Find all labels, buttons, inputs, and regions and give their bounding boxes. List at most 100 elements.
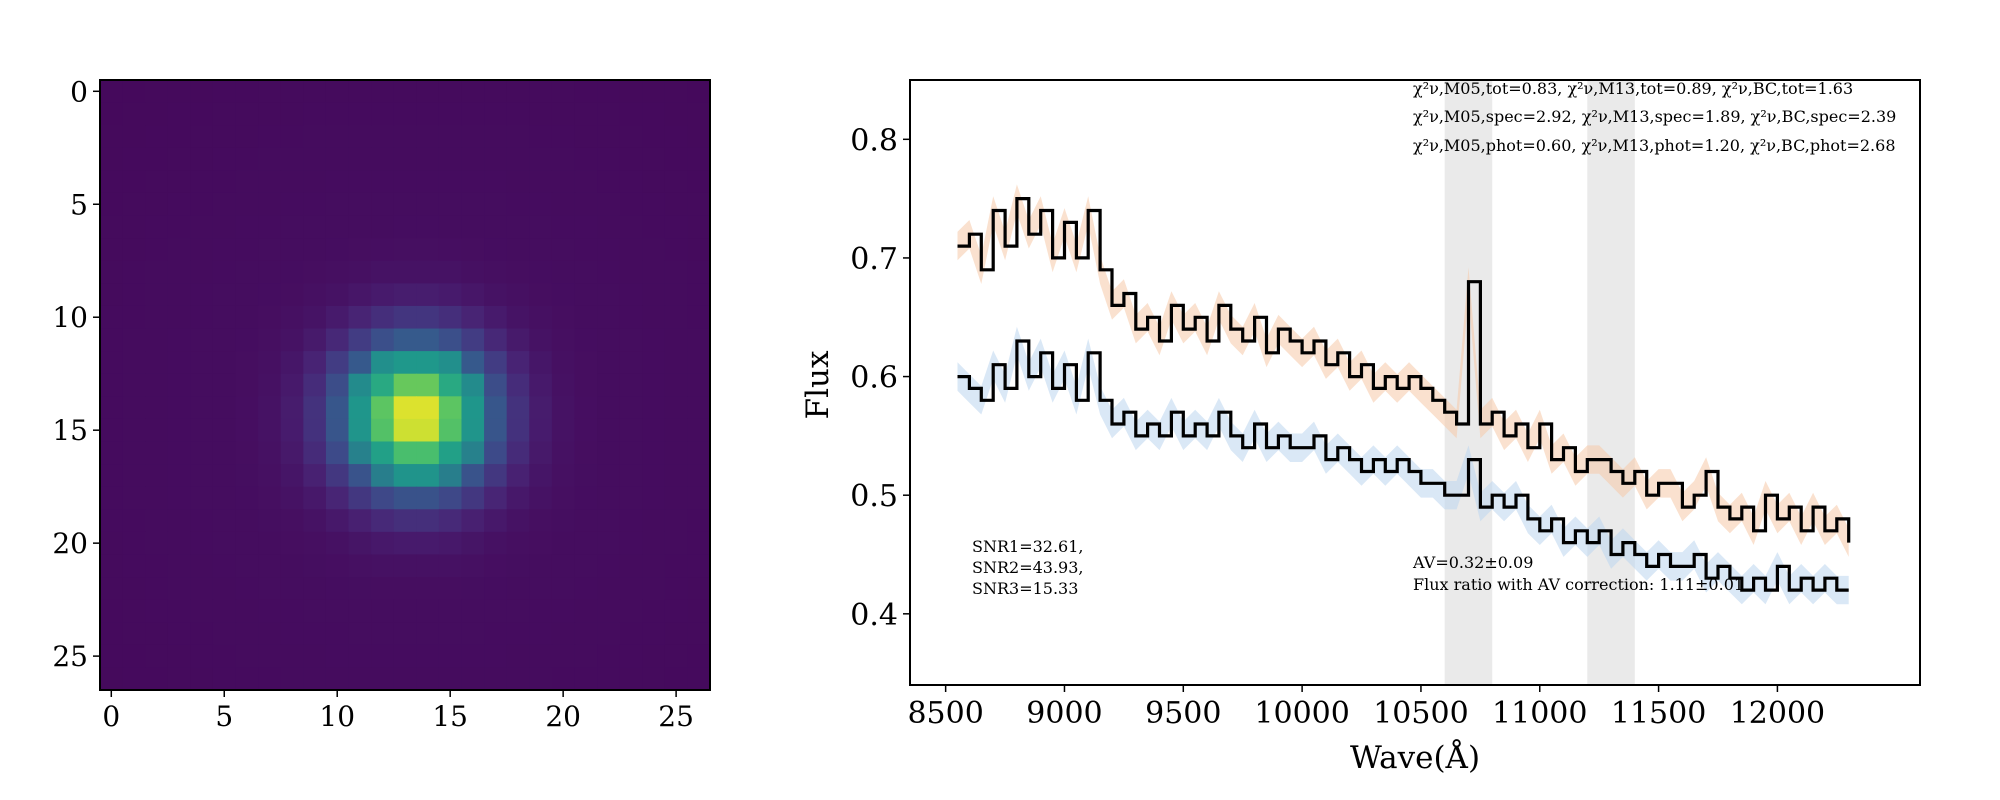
image-pixel (235, 260, 259, 284)
image-pixel (574, 215, 598, 239)
image-pixel (280, 577, 304, 601)
image-pixel (303, 509, 327, 533)
image-pixel (348, 170, 372, 194)
image-pixel (461, 215, 485, 239)
image-pixel (190, 351, 214, 375)
image-pixel (145, 125, 169, 149)
image-pixel (393, 464, 417, 488)
image-pixel (303, 577, 327, 601)
image-pixel (258, 238, 282, 262)
image-pixel (190, 486, 214, 510)
image-pixel (122, 215, 146, 239)
image-pixel (122, 305, 146, 330)
image-pixel (687, 283, 711, 307)
image-pixel (325, 486, 350, 510)
image-pixel (506, 396, 530, 420)
image-pixel (506, 486, 530, 510)
image-pixel (642, 441, 666, 465)
image-pixel (348, 622, 372, 646)
image-pixel (325, 554, 350, 578)
image-pixel (190, 147, 214, 171)
image-pixel (619, 215, 643, 239)
image-pixel (664, 192, 688, 217)
spectrum-frame (909, 79, 1921, 686)
image-pixel (574, 418, 598, 443)
image-pixel (438, 622, 463, 646)
image-pixel (371, 644, 395, 668)
image-pixel (597, 531, 621, 556)
image-pixel (529, 147, 553, 171)
image-pixel (258, 147, 282, 171)
image-pixel (416, 531, 440, 556)
image-pixel (416, 260, 440, 284)
spectrum-y-tick-label: 0.7 (850, 242, 898, 277)
image-pixel (597, 622, 621, 646)
image-pixel (551, 147, 576, 171)
image-pixel (212, 509, 237, 533)
image-pixel (529, 464, 553, 488)
image-pixel (348, 283, 372, 307)
image-pixel (280, 599, 304, 623)
image-pixel (687, 305, 711, 330)
image-pixel (574, 192, 598, 217)
image-pixel (190, 305, 214, 330)
image-pixel (506, 418, 530, 443)
image-pixel (280, 80, 304, 104)
image-pixel (122, 509, 146, 533)
image-pixel (664, 531, 688, 556)
spectrum-line (957, 339, 1849, 592)
image-pixel (122, 80, 146, 104)
image-pixel (348, 509, 372, 533)
image-pixel (280, 170, 304, 194)
image-pixel (167, 554, 191, 578)
image-pixel (348, 373, 372, 397)
image-pixel (280, 396, 304, 420)
image-pixel (687, 260, 711, 284)
image-pixel (461, 509, 485, 533)
image-pixel (506, 305, 530, 330)
image-pixel (303, 260, 327, 284)
image-pixel (212, 396, 237, 420)
image-pixel (371, 486, 395, 510)
image-pixel (235, 283, 259, 307)
image-pixel (235, 305, 259, 330)
image-pixel (100, 373, 124, 397)
image-pixel (687, 441, 711, 465)
image-pixel (687, 80, 711, 104)
image-pixel (484, 464, 508, 488)
image-pixel (461, 486, 485, 510)
image-pixel (303, 125, 327, 149)
image-pixel (393, 125, 417, 149)
image-pixel (574, 396, 598, 420)
image-y-tick-label: 15 (52, 414, 88, 447)
image-pixel (506, 215, 530, 239)
image-pixel (642, 192, 666, 217)
image-pixel (212, 283, 237, 307)
image-pixel (574, 667, 598, 691)
image-pixel (438, 283, 463, 307)
image-pixel (574, 441, 598, 465)
image-x-tick-label: 10 (319, 700, 355, 733)
image-pixel (122, 599, 146, 623)
image-pixel (461, 554, 485, 578)
image-pixel (619, 328, 643, 352)
image-pixel (438, 328, 463, 352)
image-pixel (506, 283, 530, 307)
image-pixel (687, 147, 711, 171)
image-pixel (529, 215, 553, 239)
image-pixel (258, 192, 282, 217)
image-pixel (642, 125, 666, 149)
image-pixel (348, 125, 372, 149)
image-pixel (235, 215, 259, 239)
image-x-ticks: 0 5 10 15 20 25 (102, 690, 694, 733)
image-pixel (551, 486, 576, 510)
image-pixel (145, 509, 169, 533)
image-pixel (100, 170, 124, 194)
image-pixel (258, 260, 282, 284)
image-pixel (371, 305, 395, 330)
image-pixel (687, 599, 711, 623)
image-pixel (212, 147, 237, 171)
image-pixel (348, 577, 372, 601)
image-pixel (416, 283, 440, 307)
image-pixel (393, 577, 417, 601)
